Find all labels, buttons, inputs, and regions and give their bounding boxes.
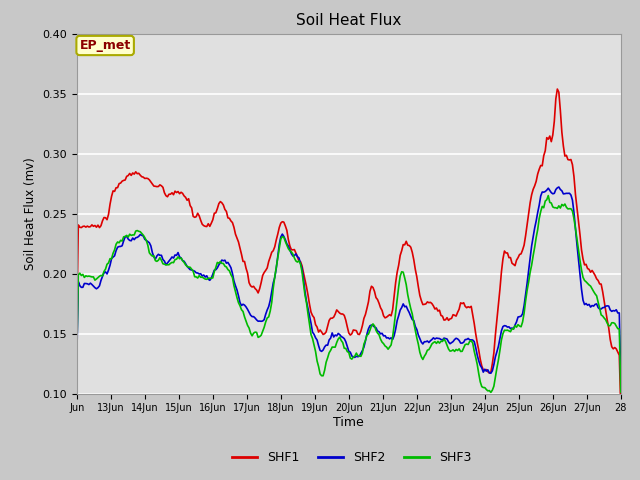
SHF3 bbox=[88, 274, 96, 280]
SHF2 bbox=[550, 191, 558, 196]
SHF1 bbox=[413, 274, 420, 280]
Line: SHF2: SHF2 bbox=[77, 187, 621, 381]
SHF1 bbox=[383, 314, 390, 320]
Title: Soil Heat Flux: Soil Heat Flux bbox=[296, 13, 401, 28]
Line: SHF3: SHF3 bbox=[77, 195, 621, 392]
Line: SHF1: SHF1 bbox=[77, 89, 621, 409]
SHF2 bbox=[73, 356, 81, 361]
SHF3 bbox=[545, 192, 552, 198]
SHF1 bbox=[88, 222, 96, 228]
SHF2 bbox=[88, 282, 96, 288]
SHF1 bbox=[550, 119, 558, 124]
SHF3 bbox=[413, 335, 420, 341]
Text: EP_met: EP_met bbox=[79, 39, 131, 52]
X-axis label: Time: Time bbox=[333, 416, 364, 429]
SHF1 bbox=[73, 315, 81, 321]
SHF2 bbox=[555, 184, 563, 190]
SHF3 bbox=[554, 205, 561, 211]
SHF1 bbox=[554, 86, 561, 92]
SHF2 bbox=[401, 304, 408, 310]
SHF1 bbox=[174, 189, 182, 194]
SHF2 bbox=[174, 250, 182, 255]
SHF3 bbox=[401, 275, 408, 281]
Y-axis label: Soil Heat Flux (mv): Soil Heat Flux (mv) bbox=[24, 157, 36, 270]
SHF3 bbox=[617, 389, 625, 395]
SHF3 bbox=[383, 344, 390, 350]
SHF2 bbox=[383, 335, 390, 341]
SHF1 bbox=[401, 242, 408, 248]
SHF2 bbox=[617, 378, 625, 384]
Legend: SHF1, SHF2, SHF3: SHF1, SHF2, SHF3 bbox=[227, 446, 477, 469]
SHF3 bbox=[174, 254, 182, 260]
SHF3 bbox=[73, 350, 81, 356]
SHF2 bbox=[413, 326, 420, 332]
SHF3 bbox=[487, 389, 495, 395]
SHF1 bbox=[617, 406, 625, 412]
